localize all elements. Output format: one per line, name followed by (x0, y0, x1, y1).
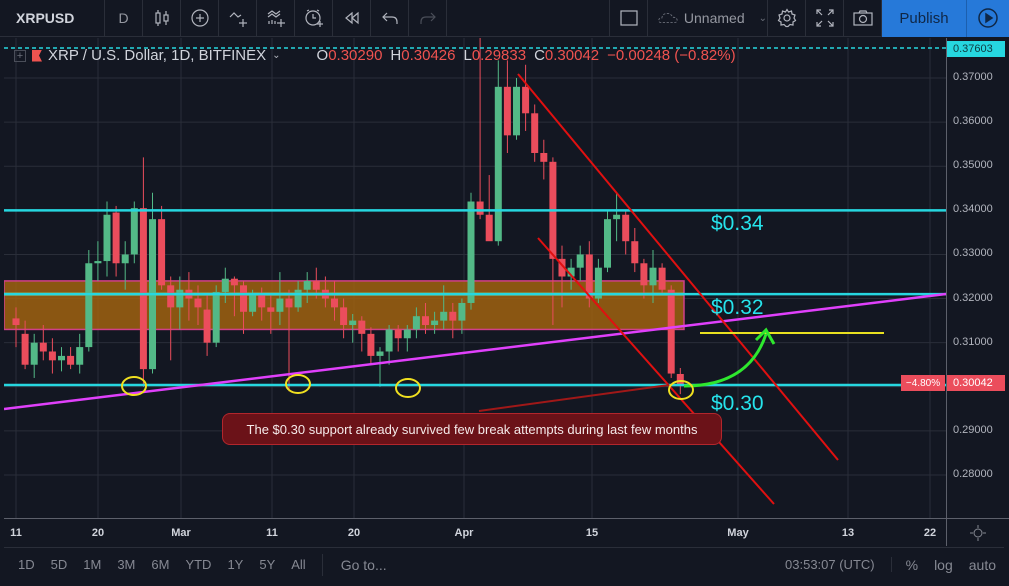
indicator-icon (229, 12, 247, 27)
date-tick: 11 (10, 527, 22, 539)
compare-plus-icon (190, 9, 209, 27)
sun-icon (970, 524, 986, 541)
date-tick: 13 (841, 527, 855, 539)
price-tick: 0.32000 (953, 292, 993, 304)
snapshot-button[interactable] (844, 0, 882, 37)
price-tick: 0.34000 (953, 203, 993, 215)
axis-settings-button[interactable] (946, 518, 1009, 546)
price-tick: 0.37000 (953, 71, 993, 83)
symbol-title[interactable]: XRP / U.S. Dollar, 1D, BITFINEX (48, 47, 267, 64)
chevron-down-icon: ⌄ (758, 12, 767, 24)
bottom-toolbar: 1D 5D 1M 3M 6M YTD 1Y 5Y All Go to... 03… (4, 547, 1004, 581)
range-6m[interactable]: 6M (151, 557, 170, 572)
date-tick: May (727, 527, 749, 539)
interval-button[interactable]: D (105, 0, 143, 37)
redo-icon (419, 12, 436, 24)
date-tick: 11 (266, 527, 278, 539)
level-label-032: $0.32 (711, 296, 764, 319)
date-tick: 20 (91, 527, 105, 539)
date-tick: 22 (923, 527, 937, 539)
financials-button[interactable] (257, 0, 295, 37)
layout-name-dropdown[interactable]: Unnamed ⌄ (648, 0, 768, 37)
chevron-down-icon[interactable]: ⌄ (272, 50, 281, 61)
select-layout-button[interactable] (610, 0, 648, 37)
ohlc-change: −0.00248 (−0.82%) (607, 47, 736, 64)
price-tick: 0.33000 (953, 247, 993, 259)
callout-text: The $0.30 support already survived few b… (246, 421, 698, 437)
symbol-color-flag-icon (32, 49, 42, 62)
date-tick: 15 (585, 527, 599, 539)
cloud-icon (658, 12, 678, 24)
undo-icon (381, 12, 398, 24)
price-chart (4, 38, 946, 518)
play-icon (978, 8, 998, 28)
ohlc-close: C0.30042 (534, 47, 600, 64)
redo-button[interactable] (409, 0, 447, 37)
select-box-icon (619, 10, 638, 26)
price-axis[interactable]: 0.37603 0.37000 0.36000 0.35000 0.34000 … (946, 38, 1009, 518)
range-3m[interactable]: 3M (117, 557, 136, 572)
publish-button[interactable]: Publish (882, 0, 967, 37)
divider (321, 553, 323, 576)
date-tick: 20 (347, 527, 361, 539)
go-live-button[interactable] (967, 0, 1009, 37)
price-tick: 0.31000 (953, 336, 993, 348)
percent-change-tag: −4.80% (901, 375, 945, 391)
ohlc-high: H0.30426 (390, 47, 456, 64)
layout-name: Unnamed (683, 10, 745, 26)
replay-button[interactable] (333, 0, 371, 37)
date-tick: Apr (454, 527, 474, 539)
price-tick: 0.28000 (953, 468, 993, 480)
current-price-tag: 0.30042 (947, 375, 1005, 391)
interval-label: D (118, 10, 129, 26)
range-1y[interactable]: 1Y (227, 557, 244, 572)
go-to-date-button[interactable]: Go to... (340, 556, 387, 573)
range-5d[interactable]: 5D (50, 557, 68, 572)
range-ytd[interactable]: YTD (185, 557, 212, 572)
publish-label: Publish (899, 9, 949, 27)
time-axis[interactable]: 11 20 Mar 11 20 Apr 15 May 13 22 (4, 518, 946, 546)
symbol-search-button[interactable]: XRPUSD (0, 0, 105, 37)
top-level-tag: 0.37603 (947, 41, 1005, 57)
chart-legend: + XRP / U.S. Dollar, 1D, BITFINEX ⌄ O0.3… (14, 47, 736, 64)
ohlc-low: L0.29833 (463, 47, 527, 64)
auto-scale-toggle[interactable]: auto (968, 556, 996, 573)
alert-button[interactable] (295, 0, 333, 37)
expand-icon[interactable]: + (14, 49, 26, 62)
chart-type-button[interactable] (143, 0, 181, 37)
log-scale-toggle[interactable]: log (934, 556, 953, 573)
compare-button[interactable] (181, 0, 219, 37)
price-tick: 0.29000 (953, 424, 993, 436)
chart-pane[interactable] (4, 38, 946, 518)
fullscreen-icon (815, 9, 834, 27)
toolbar-spacer (447, 0, 610, 37)
top-toolbar: XRPUSD D Unnamed (0, 0, 1009, 37)
fullscreen-button[interactable] (806, 0, 844, 37)
gear-icon (777, 8, 796, 28)
date-tick: Mar (171, 527, 191, 539)
percent-scale-toggle[interactable]: % (905, 556, 919, 573)
price-tick: 0.35000 (953, 159, 993, 171)
price-tick: 0.36000 (953, 115, 993, 127)
level-label-030: $0.30 (711, 392, 764, 415)
financials-icon (267, 10, 285, 27)
range-1d[interactable]: 1D (18, 557, 35, 572)
alert-icon (304, 9, 323, 27)
candlestick-icon (154, 10, 169, 26)
utc-clock[interactable]: 03:53:07 (UTC) (785, 557, 892, 572)
settings-button[interactable] (768, 0, 806, 37)
ohlc-values: O0.30290 H0.30426 L0.29833 C0.30042 −0.0… (317, 47, 736, 64)
undo-button[interactable] (371, 0, 409, 37)
symbol-label: XRPUSD (16, 10, 75, 26)
support-callout: The $0.30 support already survived few b… (222, 413, 722, 445)
replay-icon (344, 11, 359, 25)
ohlc-open: O0.30290 (316, 47, 383, 64)
indicators-button[interactable] (219, 0, 257, 37)
camera-icon (852, 10, 873, 26)
range-5y[interactable]: 5Y (259, 557, 276, 572)
range-1m[interactable]: 1M (83, 557, 102, 572)
level-label-034: $0.34 (711, 212, 764, 235)
range-all[interactable]: All (291, 557, 306, 572)
